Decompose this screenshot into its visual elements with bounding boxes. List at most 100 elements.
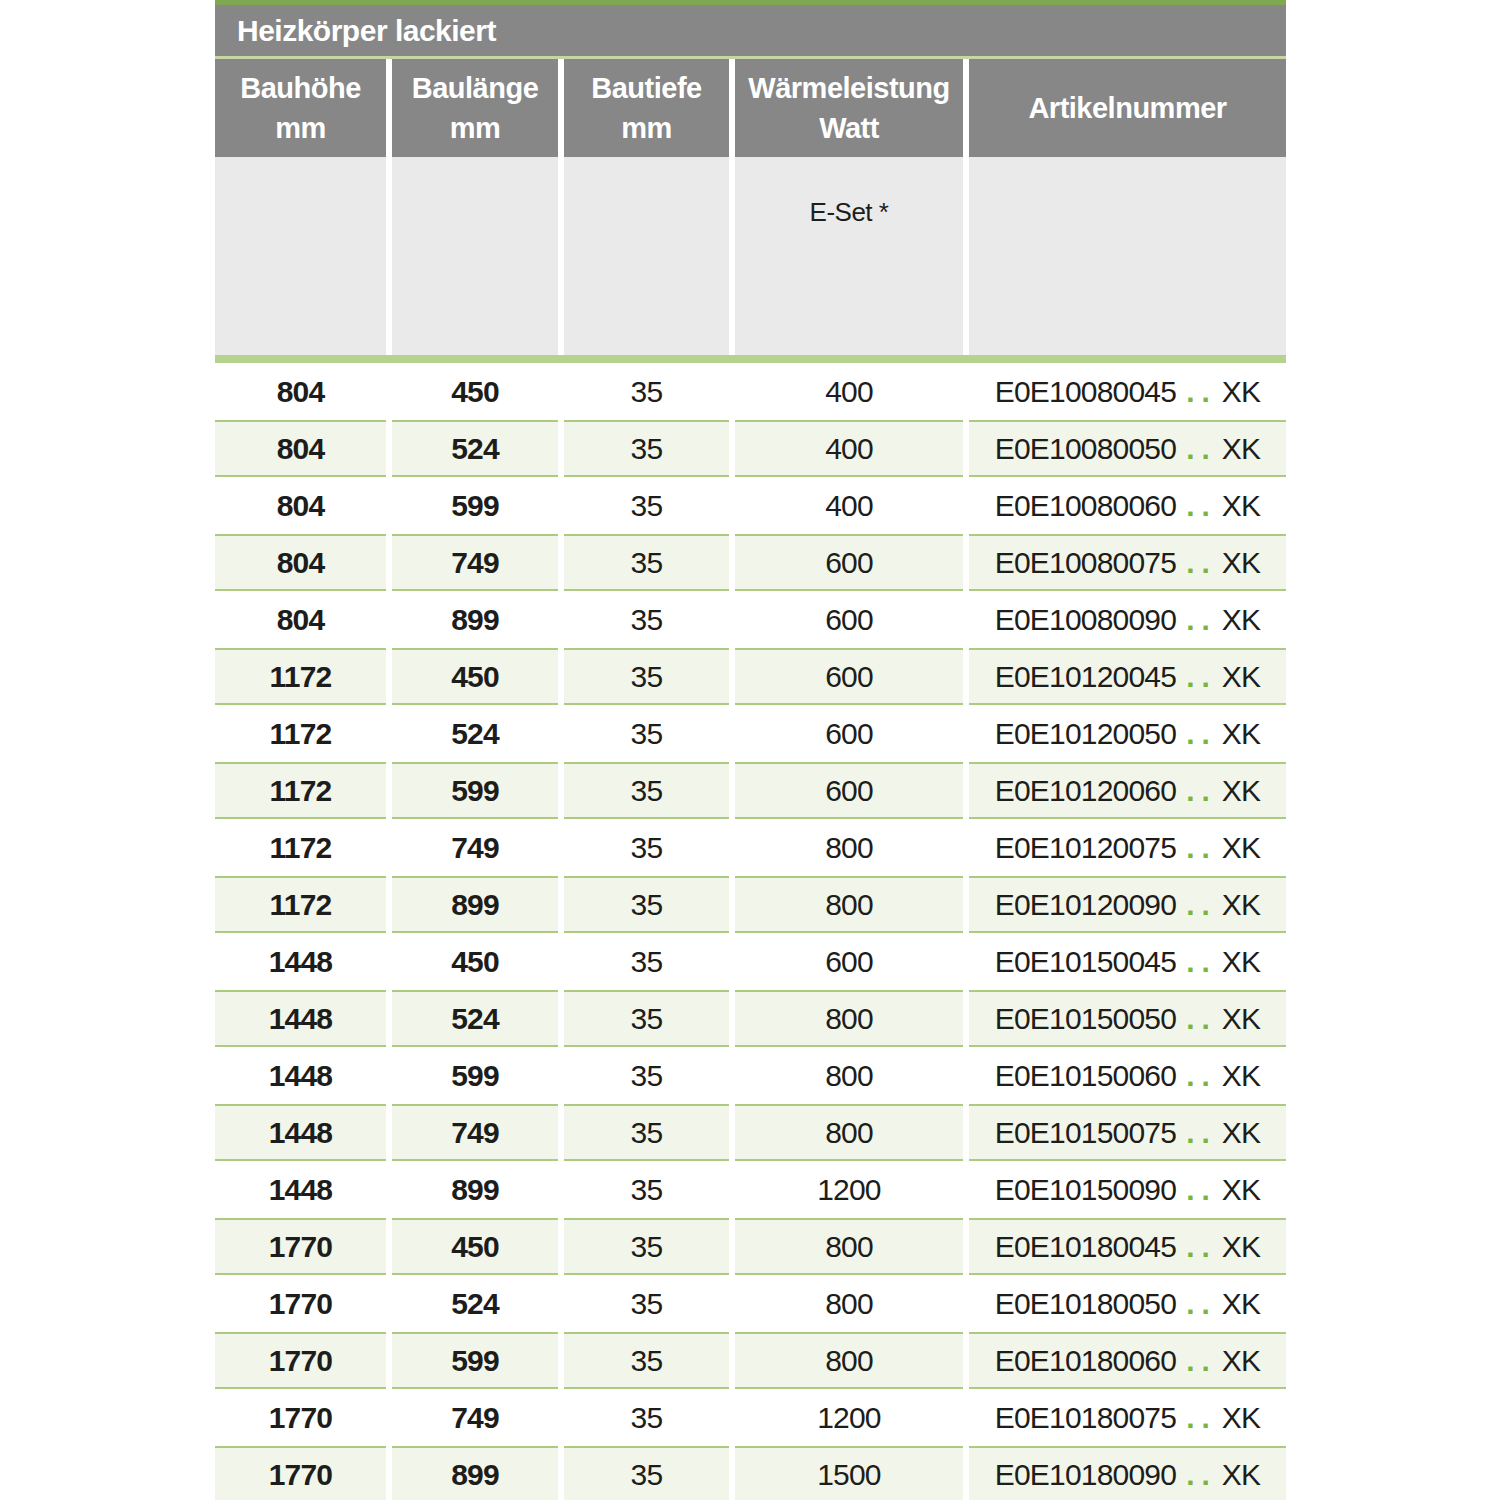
cell-bauhoehe: 1770: [215, 1275, 386, 1332]
cell-baulaenge: 599: [392, 1332, 558, 1389]
subheader-cell-waermeleistung: E-Set *: [735, 157, 963, 355]
table-row: 804 450 35 400 E0E10080045 .. XK: [215, 363, 1286, 420]
cell-waermeleistung: 1200: [735, 1161, 963, 1218]
cell-baulaenge: 899: [392, 1446, 558, 1500]
table-row: 804 524 35 400 E0E10080050 .. XK: [215, 420, 1286, 477]
artikelnummer-suffix: XK: [1222, 774, 1260, 808]
cell-bauhoehe: 804: [215, 363, 386, 420]
artikelnummer-dots: ..: [1186, 1116, 1217, 1150]
column-header-unit: mm: [275, 108, 326, 148]
artikelnummer-base: E0E10180045: [995, 1230, 1176, 1264]
column-header-unit: mm: [621, 108, 672, 148]
cell-waermeleistung: 600: [735, 534, 963, 591]
cell-bautiefe: 35: [564, 1446, 729, 1500]
column-header-baulaenge: Baulänge mm: [392, 59, 558, 157]
artikelnummer-dots: ..: [1186, 888, 1217, 922]
cell-waermeleistung: 600: [735, 648, 963, 705]
artikelnummer-base: E0E10180050: [995, 1287, 1176, 1321]
artikelnummer-dots: ..: [1186, 1173, 1217, 1207]
cell-bauhoehe: 1448: [215, 1104, 386, 1161]
artikelnummer-suffix: XK: [1222, 717, 1260, 751]
artikelnummer-dots: ..: [1186, 375, 1217, 409]
table-row: 1172 599 35 600 E0E10120060 .. XK: [215, 762, 1286, 819]
cell-bautiefe: 35: [564, 933, 729, 990]
cell-artikelnummer: E0E10080050 .. XK: [969, 420, 1286, 477]
table-row: 1770 599 35 800 E0E10180060 .. XK: [215, 1332, 1286, 1389]
artikelnummer-base: E0E10180090: [995, 1458, 1176, 1492]
cell-bauhoehe: 1172: [215, 876, 386, 933]
artikelnummer-suffix: XK: [1222, 660, 1260, 694]
cell-bauhoehe: 804: [215, 477, 386, 534]
table-title: Heizkörper lackiert: [237, 14, 496, 48]
cell-bauhoehe: 1448: [215, 933, 386, 990]
cell-artikelnummer: E0E10120060 .. XK: [969, 762, 1286, 819]
cell-waermeleistung: 800: [735, 1104, 963, 1161]
column-header-label: Artikelnummer: [1028, 88, 1226, 128]
cell-artikelnummer: E0E10180075 .. XK: [969, 1389, 1286, 1446]
artikelnummer-base: E0E10120050: [995, 717, 1176, 751]
cell-baulaenge: 899: [392, 1161, 558, 1218]
cell-artikelnummer: E0E10120075 .. XK: [969, 819, 1286, 876]
artikelnummer-suffix: XK: [1222, 375, 1260, 409]
artikelnummer-suffix: XK: [1222, 945, 1260, 979]
subheader-cell-baulaenge: [392, 157, 558, 355]
cell-bautiefe: 35: [564, 1275, 729, 1332]
artikelnummer-dots: ..: [1186, 774, 1217, 808]
cell-baulaenge: 899: [392, 876, 558, 933]
cell-waermeleistung: 800: [735, 1218, 963, 1275]
cell-baulaenge: 524: [392, 705, 558, 762]
artikelnummer-base: E0E10120075: [995, 831, 1176, 865]
cell-bautiefe: 35: [564, 1104, 729, 1161]
table-row: 1770 749 35 1200 E0E10180075 .. XK: [215, 1389, 1286, 1446]
artikelnummer-base: E0E10150050: [995, 1002, 1176, 1036]
cell-baulaenge: 450: [392, 933, 558, 990]
artikelnummer-base: E0E10120060: [995, 774, 1176, 808]
cell-bauhoehe: 1770: [215, 1446, 386, 1500]
artikelnummer-suffix: XK: [1222, 1287, 1260, 1321]
cell-artikelnummer: E0E10180050 .. XK: [969, 1275, 1286, 1332]
table-body: 804 450 35 400 E0E10080045 .. XK 804 524…: [215, 363, 1286, 1500]
product-table: Heizkörper lackiert Bauhöhe mm Baulänge …: [215, 0, 1286, 1500]
artikelnummer-dots: ..: [1186, 432, 1217, 466]
table-row: 1448 450 35 600 E0E10150045 .. XK: [215, 933, 1286, 990]
artikelnummer-base: E0E10120090: [995, 888, 1176, 922]
cell-bautiefe: 35: [564, 591, 729, 648]
artikelnummer-dots: ..: [1186, 546, 1217, 580]
cell-waermeleistung: 600: [735, 705, 963, 762]
cell-bautiefe: 35: [564, 534, 729, 591]
artikelnummer-suffix: XK: [1222, 489, 1260, 523]
artikelnummer-base: E0E10080045: [995, 375, 1176, 409]
cell-waermeleistung: 800: [735, 990, 963, 1047]
artikelnummer-dots: ..: [1186, 1344, 1217, 1378]
cell-waermeleistung: 1500: [735, 1446, 963, 1500]
cell-bauhoehe: 804: [215, 420, 386, 477]
column-header-label: Bauhöhe: [240, 68, 361, 108]
cell-bauhoehe: 1172: [215, 705, 386, 762]
cell-artikelnummer: E0E10150050 .. XK: [969, 990, 1286, 1047]
cell-bautiefe: 35: [564, 1047, 729, 1104]
cell-artikelnummer: E0E10150090 .. XK: [969, 1161, 1286, 1218]
cell-bautiefe: 35: [564, 420, 729, 477]
table-row: 1770 899 35 1500 E0E10180090 .. XK: [215, 1446, 1286, 1500]
table-row: 1448 749 35 800 E0E10150075 .. XK: [215, 1104, 1286, 1161]
artikelnummer-base: E0E10080060: [995, 489, 1176, 523]
artikelnummer-dots: ..: [1186, 1059, 1217, 1093]
cell-waermeleistung: 1200: [735, 1389, 963, 1446]
artikelnummer-dots: ..: [1186, 1002, 1217, 1036]
cell-artikelnummer: E0E10150060 .. XK: [969, 1047, 1286, 1104]
cell-artikelnummer: E0E10080060 .. XK: [969, 477, 1286, 534]
artikelnummer-base: E0E10180075: [995, 1401, 1176, 1435]
artikelnummer-dots: ..: [1186, 831, 1217, 865]
cell-baulaenge: 899: [392, 591, 558, 648]
subheader-cell-bauhoehe: [215, 157, 386, 355]
cell-baulaenge: 749: [392, 534, 558, 591]
artikelnummer-suffix: XK: [1222, 432, 1260, 466]
cell-bauhoehe: 1172: [215, 762, 386, 819]
cell-bautiefe: 35: [564, 648, 729, 705]
column-header-label: Baulänge: [412, 68, 539, 108]
cell-artikelnummer: E0E10150075 .. XK: [969, 1104, 1286, 1161]
artikelnummer-suffix: XK: [1222, 1458, 1260, 1492]
cell-bauhoehe: 1172: [215, 819, 386, 876]
artikelnummer-suffix: XK: [1222, 1116, 1260, 1150]
cell-baulaenge: 749: [392, 819, 558, 876]
